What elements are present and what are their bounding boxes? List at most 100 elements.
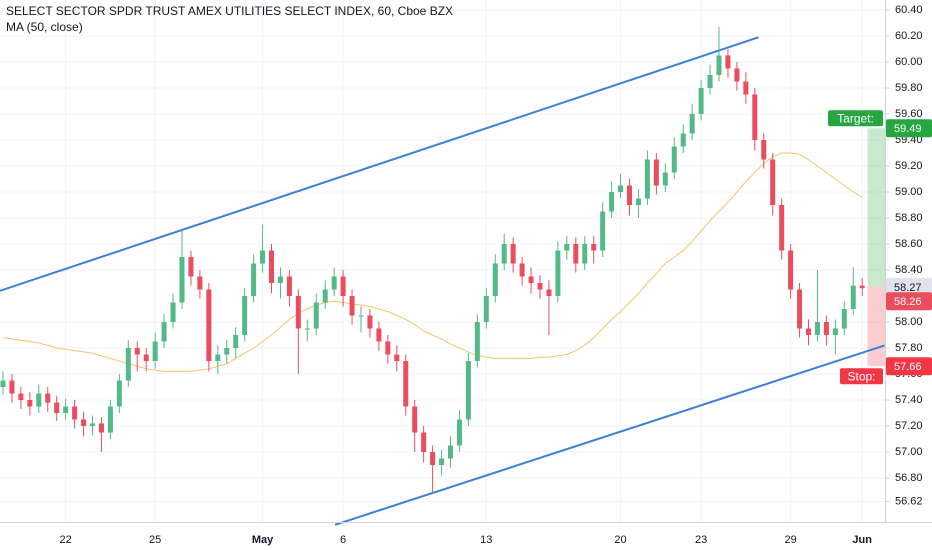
candle-body [806, 328, 811, 336]
candle-body [322, 289, 328, 303]
candle-body [698, 88, 704, 115]
candle-body [421, 432, 427, 453]
candle-body [358, 315, 364, 317]
candle-body [90, 423, 95, 427]
target-price-label: 59.49 [894, 123, 922, 135]
candle-body [161, 322, 167, 342]
candle-body [832, 328, 838, 336]
candle-body [555, 250, 561, 297]
candle-body [430, 452, 436, 466]
legend-entry: MA (50, close) [6, 20, 83, 34]
y-tick-label: 58.00 [895, 316, 923, 328]
y-tick-label: 58.60 [895, 238, 923, 250]
y-tick-label: 57.80 [895, 342, 923, 354]
candle-body [850, 285, 856, 310]
y-tick-label: 59.00 [895, 186, 923, 198]
x-tick-label: 25 [149, 534, 161, 546]
candle-body [143, 354, 149, 362]
candle-body [627, 185, 632, 206]
order-tag: Stop: [847, 369, 875, 383]
x-tick-label: 23 [695, 534, 707, 546]
y-tick-label: 57.40 [895, 394, 923, 406]
candle-body [403, 361, 409, 407]
trend-line [0, 36, 759, 292]
candle-body [18, 393, 24, 401]
candle-body [788, 250, 794, 290]
candle-body [707, 75, 713, 89]
candle-body [644, 159, 650, 199]
y-tick-label: 56.62 [895, 495, 923, 507]
y-tick-label: 57.00 [895, 446, 923, 458]
candle-body [340, 276, 346, 297]
candle-body [179, 257, 185, 303]
candle-body [546, 289, 552, 297]
y-tick-label: 59.20 [895, 160, 923, 172]
candle-body [761, 140, 767, 160]
y-tick-label: 57.20 [895, 420, 923, 432]
candle-body [242, 296, 248, 336]
candle-body [814, 322, 820, 336]
candle-body [54, 402, 60, 414]
candle-body [152, 341, 158, 362]
candle-body [304, 328, 310, 330]
candle-body [286, 276, 292, 297]
candle-body [689, 114, 695, 134]
candle-body [0, 380, 6, 388]
candle-body [582, 244, 588, 264]
y-tick-label: 60.00 [895, 56, 923, 68]
chart-title: SELECT SECTOR SPDR TRUST AMEX UTILITIES … [6, 4, 453, 18]
candle-body [170, 302, 176, 323]
y-tick-label: 58.80 [895, 212, 923, 224]
candle-body [483, 296, 489, 323]
candle-body [9, 380, 15, 394]
trend-line [334, 344, 885, 526]
last-price-label-box [886, 292, 932, 311]
axes: 60.4060.2060.0059.8059.6059.4059.2059.00… [60, 4, 932, 546]
candle-body [98, 423, 104, 433]
candle-body [188, 257, 194, 277]
target-zone [867, 128, 885, 287]
candle-body [680, 133, 686, 147]
candle-body [116, 380, 122, 407]
candle-body [841, 309, 847, 329]
candle-body [635, 198, 641, 206]
candle-body [662, 172, 668, 186]
candle-body [859, 285, 865, 289]
candle-body [770, 159, 776, 206]
entry-price-label-box [886, 277, 932, 296]
candle-body [564, 244, 570, 251]
candle-body [501, 244, 507, 264]
candle-body [779, 205, 785, 251]
candle-body [591, 244, 597, 251]
x-tick-label: Jun [852, 534, 872, 546]
candle-body [609, 192, 615, 212]
candle-body [224, 348, 230, 355]
order-tag: Target: [837, 111, 874, 125]
candle-body [537, 283, 543, 290]
candle-body [81, 419, 87, 427]
target-price-label-box [886, 119, 932, 138]
x-tick-label: 20 [614, 534, 626, 546]
candle-body [797, 289, 803, 329]
candle-body [295, 296, 301, 329]
candle-body [510, 244, 516, 264]
candle-body [492, 263, 498, 297]
candle-body [618, 185, 624, 193]
candle-body [206, 289, 212, 362]
y-tick-label: 58.40 [895, 264, 923, 276]
candle-body [752, 94, 758, 141]
candle-body [474, 322, 480, 362]
last-price-label: 58.26 [894, 296, 922, 308]
candle-body [367, 315, 373, 329]
candle-body [125, 348, 131, 381]
y-tick-label: 60.20 [895, 30, 923, 42]
candle-body [439, 458, 445, 466]
candle-body [600, 211, 606, 251]
x-tick-label: May [252, 534, 274, 546]
candle-body [107, 406, 113, 433]
candle-body [376, 328, 382, 342]
candle-body [197, 276, 203, 290]
candle-body [734, 68, 740, 82]
y-tick-label: 59.80 [895, 82, 923, 94]
